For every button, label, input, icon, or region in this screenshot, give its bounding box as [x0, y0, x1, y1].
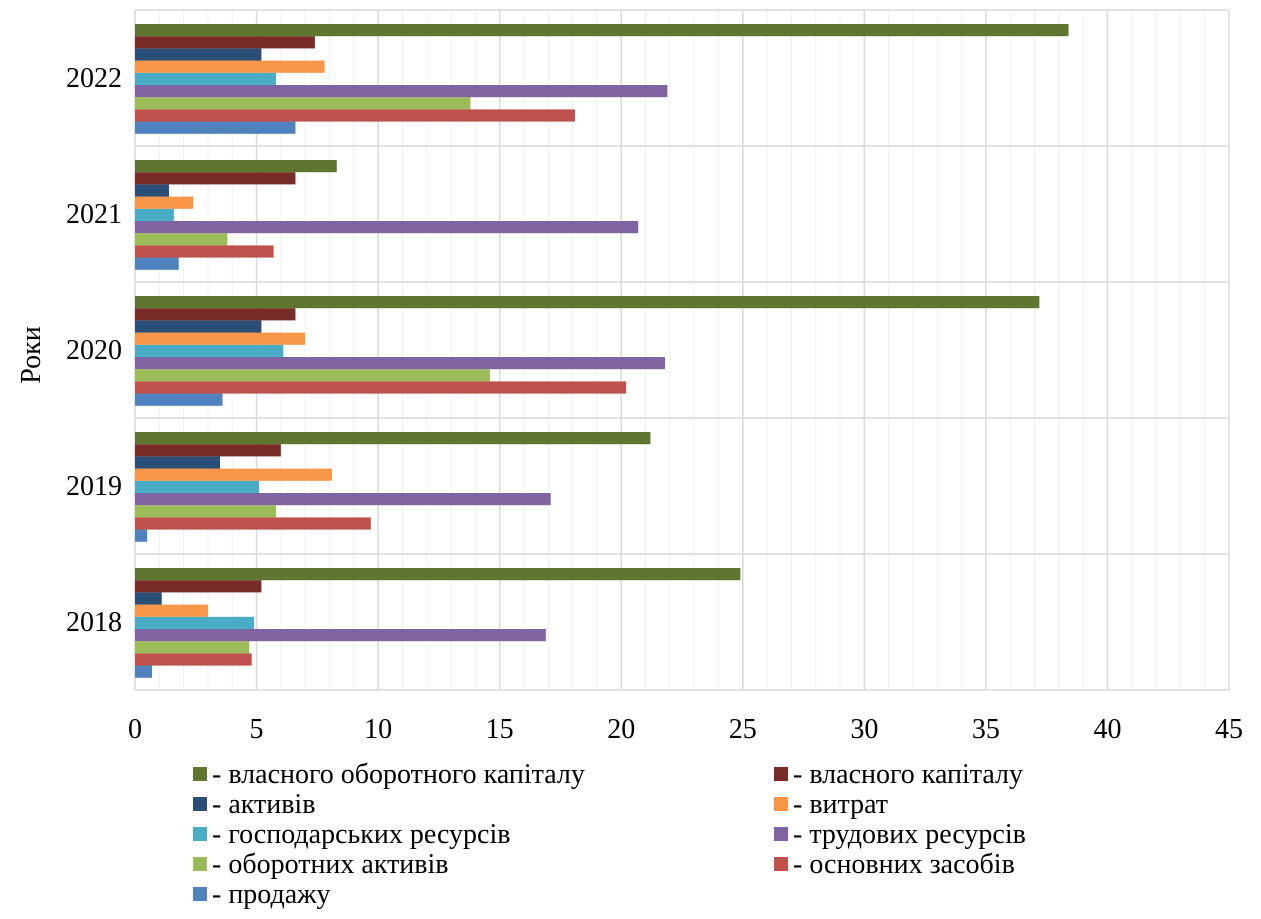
bar-2019-5 — [135, 480, 259, 493]
y-axis-tick-labels: 2018 2019 2020 2021 2022 — [66, 63, 122, 638]
bar-2019-1 — [135, 529, 148, 542]
legend-swatch — [193, 887, 207, 901]
legend-entry: - оборотних активів — [212, 849, 449, 880]
y-tick-label: 2022 — [66, 63, 122, 94]
x-tick-label: 0 — [128, 714, 142, 745]
y-tick-label: 2021 — [66, 199, 122, 230]
bar-2021-2 — [135, 245, 274, 258]
y-tick-label: 2020 — [66, 335, 122, 366]
bar-2019-2 — [135, 517, 371, 530]
legend-entry: - продажу — [212, 879, 331, 910]
x-tick-label: 10 — [364, 714, 392, 745]
x-axis-tick-labels: 0 5 10 15 20 25 30 35 40 45 — [128, 714, 1243, 745]
bar-2020-1 — [135, 393, 223, 406]
bar-2021-7 — [135, 184, 170, 197]
x-tick-label: 45 — [1215, 714, 1243, 745]
legend-entry: - активів — [212, 789, 315, 820]
legend-swatch — [193, 857, 207, 871]
bar-2021-5 — [135, 208, 174, 221]
legend-entry: - власного капіталу — [793, 759, 1023, 790]
bar-2020-6 — [135, 332, 306, 345]
bar-2019-7 — [135, 456, 221, 469]
bar-2020-4 — [135, 357, 665, 370]
legend-swatch — [774, 827, 788, 841]
legend-swatch — [193, 767, 207, 781]
bar-2020-2 — [135, 381, 627, 394]
bar-2018-5 — [135, 616, 255, 629]
bar-2019-6 — [135, 468, 332, 481]
bar-2020-7 — [135, 320, 262, 333]
bar-2021-3 — [135, 233, 228, 246]
y-tick-label: 2018 — [66, 607, 122, 638]
x-tick-label: 5 — [250, 714, 264, 745]
x-tick-label: 40 — [1093, 714, 1121, 745]
bar-2018-9 — [135, 568, 741, 581]
y-tick-label: 2019 — [66, 471, 122, 502]
y-axis-title: Роки — [16, 326, 47, 383]
legend-entry: - трудових ресурсів — [793, 819, 1026, 850]
legend-entry: - власного оборотного капіталу — [212, 759, 585, 790]
bar-2018-4 — [135, 629, 546, 642]
bar-2019-8 — [135, 444, 281, 457]
bar-2022-9 — [135, 24, 1069, 37]
legend: - власного оборотного капіталу - власного… — [193, 759, 1026, 910]
legend-swatch — [193, 827, 207, 841]
legend-swatch — [774, 797, 788, 811]
bar-2020-3 — [135, 369, 490, 382]
bar-2022-7 — [135, 48, 262, 61]
legend-entry: - господарських ресурсів — [212, 819, 510, 850]
bar-2022-2 — [135, 109, 576, 122]
bar-2020-9 — [135, 296, 1040, 309]
bar-2018-3 — [135, 641, 250, 654]
legend-swatch — [774, 857, 788, 871]
x-tick-label: 15 — [486, 714, 514, 745]
bar-2019-9 — [135, 432, 651, 445]
bar-2020-5 — [135, 344, 284, 357]
legend-swatch — [774, 767, 788, 781]
bar-2021-8 — [135, 172, 296, 185]
bar-2018-2 — [135, 653, 252, 666]
bar-2019-3 — [135, 505, 277, 518]
bar-2022-8 — [135, 36, 315, 49]
legend-entry: - витрат — [793, 789, 888, 820]
x-tick-label: 30 — [850, 714, 878, 745]
bar-2020-8 — [135, 308, 296, 321]
bar-2018-6 — [135, 604, 208, 617]
legend-entry: - основних засобів — [793, 849, 1015, 880]
bars — [135, 24, 1069, 678]
bar-2022-4 — [135, 85, 668, 98]
x-tick-label: 25 — [729, 714, 757, 745]
bar-2021-1 — [135, 257, 179, 270]
bar-2021-6 — [135, 196, 194, 209]
bar-2018-7 — [135, 592, 162, 605]
bar-2021-9 — [135, 160, 337, 173]
x-tick-label: 20 — [607, 714, 635, 745]
bar-2018-8 — [135, 580, 262, 593]
bar-2019-4 — [135, 493, 551, 506]
bar-2022-5 — [135, 72, 277, 85]
legend-swatch — [193, 797, 207, 811]
bar-2022-3 — [135, 97, 471, 110]
bar-2018-1 — [135, 665, 153, 678]
bar-2022-1 — [135, 121, 296, 134]
x-tick-label: 35 — [972, 714, 1000, 745]
bar-2021-4 — [135, 221, 639, 234]
bar-2022-6 — [135, 60, 325, 73]
